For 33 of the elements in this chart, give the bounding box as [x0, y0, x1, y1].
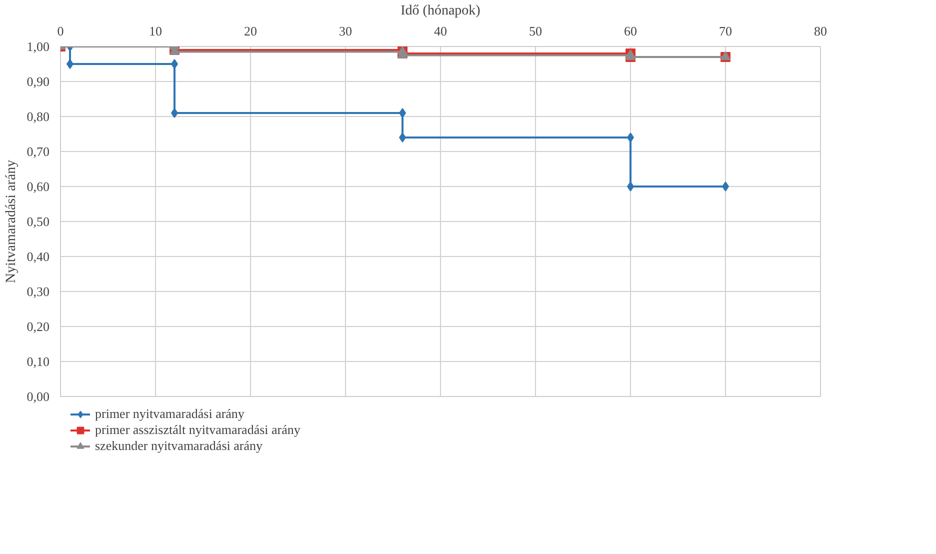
- y-tick-label: 0,40: [26, 249, 50, 264]
- y-tick-label: 0,50: [26, 214, 50, 229]
- x-tick-label: 30: [339, 24, 352, 38]
- x-tick-label: 20: [244, 24, 257, 38]
- x-axis-title: Idő (hónapok): [400, 4, 481, 18]
- y-tick-label: 0,60: [26, 179, 50, 194]
- point: [66, 59, 74, 69]
- legend-label: szekunder nyitvamaradási arány: [95, 438, 262, 454]
- legend-label: primer asszisztált nyitvamaradási arány: [95, 422, 300, 438]
- point: [627, 182, 634, 192]
- y-tick-label: 0,20: [26, 319, 50, 334]
- x-tick-label: 80: [814, 24, 827, 38]
- x-tick-label: 0: [57, 24, 64, 38]
- point: [171, 59, 178, 69]
- point: [399, 132, 406, 142]
- y-tick-label: 0,30: [26, 284, 50, 299]
- x-tick-label: 50: [529, 24, 542, 38]
- y-tick-label: 0,70: [26, 144, 50, 159]
- x-tick-label: 70: [719, 24, 732, 38]
- y-tick-label: 1,00: [26, 39, 50, 54]
- x-tick-label: 60: [624, 24, 637, 38]
- x-tick-label: 10: [149, 24, 162, 38]
- y-tick-label: 0,90: [26, 74, 50, 89]
- point: [399, 108, 406, 118]
- point: [171, 108, 178, 118]
- y-tick-label: 0,00: [26, 389, 50, 404]
- x-tick-label: 40: [434, 24, 447, 38]
- point: [722, 182, 729, 192]
- y-tick-label: 0,80: [26, 109, 50, 124]
- y-tick-label: 0,10: [26, 354, 50, 369]
- y-axis-title: Nyitvamaradási arány: [4, 160, 19, 284]
- point: [627, 132, 634, 142]
- legend-label: primer nyitvamaradási arány: [95, 406, 244, 422]
